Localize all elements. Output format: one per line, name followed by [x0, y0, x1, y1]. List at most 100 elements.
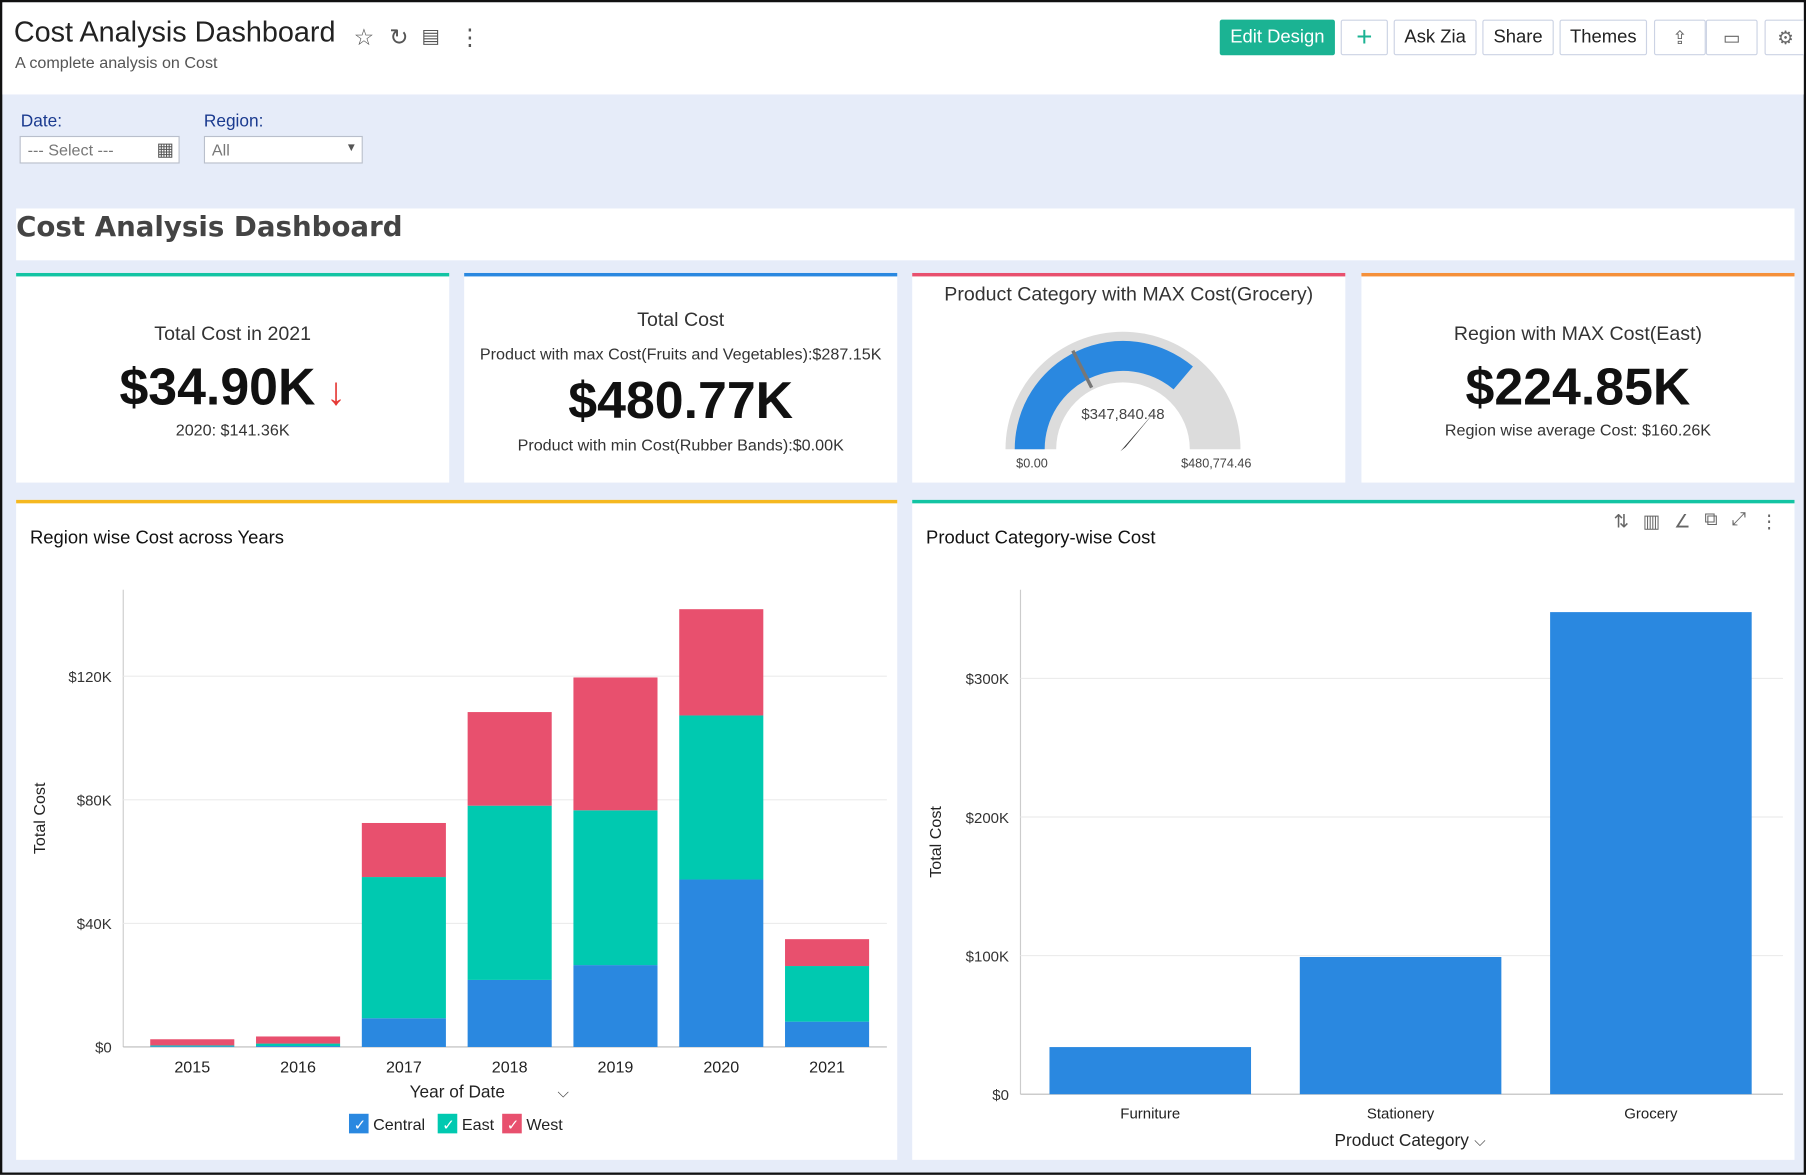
bar-chart-icon[interactable]: ▥ — [1642, 512, 1661, 533]
chart-toolbar: ⇅ ▥ ∠ ⧉ ⤢ ⋮ — [1614, 510, 1779, 533]
kpi-title: Product Category with MAX Cost(Grocery) — [944, 283, 1314, 306]
bar-segment-central-2017 — [361, 1018, 446, 1047]
arrow-down-icon: ↓ — [315, 369, 346, 414]
refresh-icon[interactable]: ↻ — [389, 25, 409, 51]
kpi-title: Total Cost — [637, 308, 725, 331]
open-new-icon[interactable]: ⧉ — [1704, 510, 1718, 530]
bar-segment-central-2019 — [573, 965, 658, 1047]
region-cost-chart-widget[interactable]: Region wise Cost across Years $0 $40K $80K… — [16, 499, 898, 1160]
y-tick-label: $300K — [966, 671, 1009, 688]
bar-segment-central-2018 — [467, 979, 552, 1047]
x-tick-label: 2021 — [809, 1058, 845, 1076]
star-icon[interactable]: ☆ — [353, 25, 375, 51]
more-icon[interactable]: ⋮ — [458, 25, 482, 51]
gauge-chart: $347,840.48 $0.00 $480,774.46 — [1005, 331, 1251, 471]
expand-icon[interactable]: ⤢ — [1731, 510, 1747, 530]
ask-zia-button[interactable]: Ask Zia — [1393, 19, 1477, 56]
x-tick-label: Stationery — [1367, 1105, 1435, 1122]
kpi-max-region[interactable]: Region with MAX Cost(East) $224.85K Regi… — [1361, 272, 1795, 483]
bar-furniture — [1049, 1047, 1252, 1095]
check-icon: ✓ — [442, 1117, 455, 1134]
legend-checkbox-east — [437, 1113, 458, 1134]
kpi-value-text: $34.90K — [119, 357, 316, 416]
bar-segment-central-2021 — [785, 1021, 870, 1047]
region-filter-label: Region: — [203, 111, 264, 132]
kpi-compare: 2020: $141.36K — [175, 420, 290, 439]
kpi-min-product: Product with min Cost(Rubber Bands):$0.0… — [517, 435, 844, 454]
page-subtitle: A complete analysis on Cost — [14, 52, 218, 72]
kpi-max-category-gauge[interactable]: Product Category with MAX Cost(Grocery) … — [912, 272, 1346, 483]
bar-segment-east-2020 — [679, 715, 764, 880]
legend-label-central: Central — [373, 1116, 425, 1134]
bar-segment-west-2019 — [573, 677, 658, 811]
add-button[interactable]: + — [1340, 19, 1388, 56]
x-tick-label: 2020 — [703, 1058, 739, 1076]
legend-checkbox-west — [502, 1113, 522, 1134]
legend-checkbox-central — [348, 1113, 369, 1134]
x-tick-label: 2017 — [386, 1058, 422, 1076]
gauge-min-label: $0.00 — [1016, 457, 1048, 471]
x-tick-label: 2019 — [598, 1058, 634, 1076]
y-tick-label: $100K — [966, 948, 1009, 965]
edit-design-button[interactable]: Edit Design — [1219, 19, 1335, 56]
x-axis-title: Year of Date — [410, 1082, 505, 1102]
bar-segment-west-2020 — [679, 609, 764, 716]
kpi-region-average: Region wise average Cost: $160.26K — [1444, 420, 1712, 439]
category-cost-chart-widget[interactable]: Product Category-wise Cost ⇅ ▥ ∠ ⧉ ⤢ ⋮ $… — [912, 499, 1795, 1160]
legend-label-west: West — [526, 1116, 563, 1134]
date-placeholder: --- Select --- — [27, 140, 114, 159]
bar-segment-east-2016 — [256, 1043, 341, 1047]
comment-icon[interactable]: ▭ — [1705, 19, 1758, 56]
bar-segment-west-2016 — [256, 1036, 341, 1044]
y-tick-label: $80K — [77, 793, 112, 810]
gauge-marker — [1071, 349, 1094, 389]
header: Cost Analysis Dashboard A complete analy… — [2, 2, 1804, 95]
settings-icon[interactable]: ⚙ — [1764, 19, 1804, 56]
dashboard-title: Cost Analysis Dashboard — [16, 210, 403, 244]
x-tick-label: 2018 — [492, 1058, 528, 1076]
save-icon[interactable]: ▤ — [421, 25, 441, 48]
kpi-value: $480.77K — [568, 370, 794, 430]
themes-button[interactable]: Themes — [1559, 19, 1648, 56]
chart-type-icon[interactable]: ∠ — [1674, 512, 1691, 533]
title-widget: Cost Analysis Dashboard — [16, 208, 1795, 261]
bar-segment-central-2020 — [679, 879, 764, 1047]
y-tick-label: $0 — [95, 1040, 112, 1057]
x-tick-label: 2016 — [280, 1058, 316, 1076]
bar-stationery — [1299, 956, 1502, 1095]
share-button[interactable]: Share — [1482, 19, 1554, 56]
bar-segment-central-2015 — [150, 1046, 235, 1047]
y-tick-label: $200K — [966, 810, 1009, 827]
bar-segment-west-2015 — [150, 1039, 235, 1046]
bar-segment-east-2017 — [361, 877, 446, 1019]
export-icon[interactable]: ⇪ — [1653, 19, 1706, 56]
y-tick-label: $0 — [992, 1087, 1009, 1104]
kpi-total-cost[interactable]: Total Cost Product with max Cost(Fruits … — [464, 272, 898, 483]
y-axis-title: Total Cost — [31, 782, 49, 854]
bar-segment-east-2019 — [573, 810, 658, 966]
date-filter-label: Date: — [20, 111, 63, 132]
check-icon: ✓ — [354, 1117, 367, 1134]
bar-segment-central-2016 — [256, 1046, 341, 1047]
calendar-icon[interactable]: ▦ — [156, 140, 174, 161]
bar-segment-west-2017 — [361, 822, 446, 878]
y-tick-label: $40K — [77, 916, 112, 933]
gauge-value-arc — [1014, 340, 1193, 450]
x-axis-title: Product Category — [1335, 1130, 1470, 1150]
kpi-value: $34.90K ↓ — [16, 357, 449, 417]
more-icon[interactable]: ⋮ — [1759, 512, 1779, 533]
chevron-down-icon: ▼ — [345, 141, 358, 155]
bar-chart: $0 $100K $200K $300K Furniture Stationery Groc… — [927, 589, 1783, 1150]
date-filter-input[interactable]: --- Select --- ▦ — [19, 135, 180, 164]
chevron-down-icon: ⌵ — [557, 1085, 569, 1102]
kpi-total-cost-2021[interactable]: Total Cost in 2021 $34.90K ↓ 2020: $141.… — [16, 272, 450, 483]
legend-label-east: East — [462, 1116, 495, 1134]
x-tick-label: Furniture — [1120, 1105, 1180, 1122]
kpi-value: $224.85K — [1465, 357, 1691, 416]
bar-segment-east-2021 — [785, 966, 870, 1022]
kpi-title: Region with MAX Cost(East) — [1453, 322, 1703, 345]
y-tick-label: $120K — [68, 669, 111, 686]
sort-icon[interactable]: ⇅ — [1613, 512, 1629, 533]
region-filter-select[interactable]: All ▼ — [203, 135, 363, 164]
